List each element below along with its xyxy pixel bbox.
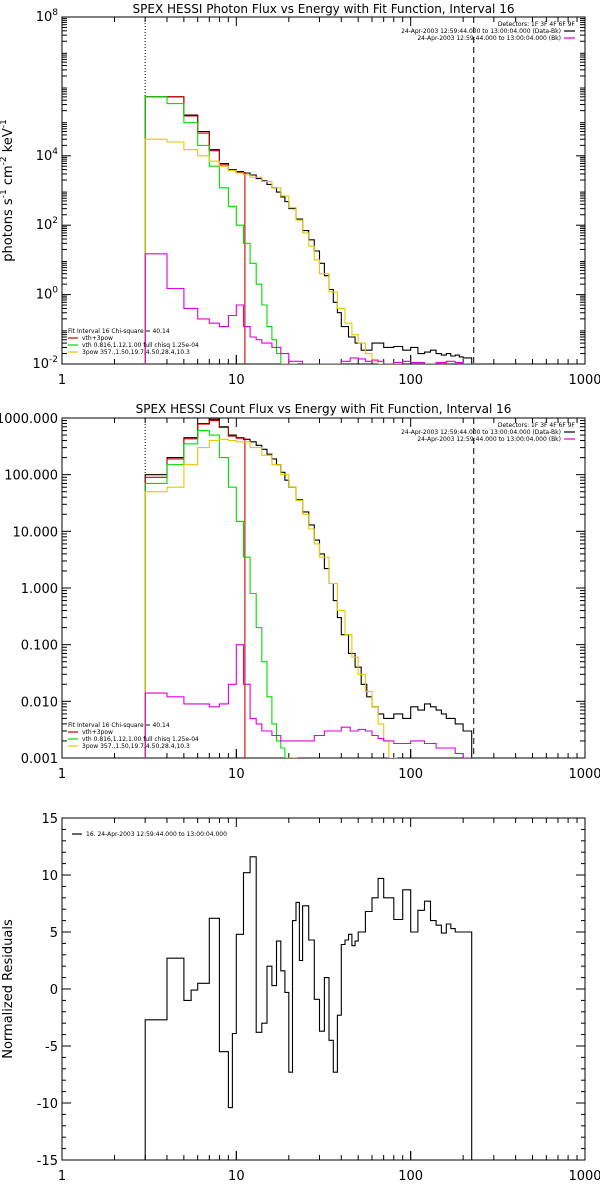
legend-entry-label: 3pow 357.,1.50,19.7,4.50,28.4,10.3 <box>82 349 190 356</box>
legend-header: Fit Interval 16 Chi-square = 40.14 <box>68 722 170 729</box>
y-tick-label: -15 <box>37 1154 58 1169</box>
y-tick-label: 108 <box>36 8 59 25</box>
series-line-5 <box>144 253 472 364</box>
chart-title: SPEX HESSI Count Flux vs Energy with Fit… <box>136 402 512 416</box>
y-tick-label: 100 <box>36 286 59 303</box>
plot-frame <box>61 817 586 1161</box>
series-line-1 <box>144 96 473 364</box>
y-tick-label: 0.100 <box>21 639 58 654</box>
legend-entry-label: 24-Apr-2003 12:59:44.000 to 13:00:04.000… <box>417 35 561 42</box>
legend-entry-label: 16. 24-Apr-2003 12:59:44.000 to 13:00:04… <box>86 831 227 838</box>
legend-left: Fit Interval 16 Chi-square = 40.14vth+3p… <box>68 722 199 750</box>
y-tick-label: -10 <box>37 1097 58 1112</box>
y-tick-label: 10.000 <box>13 525 59 540</box>
series-line-2 <box>144 96 246 364</box>
series-line-2 <box>144 420 246 758</box>
x-tick-label: 1000 <box>568 767 600 782</box>
x-tick-label: 100 <box>398 373 423 388</box>
series-line-1 <box>144 856 473 1160</box>
chart-panel-2: SPEX HESSI Count Flux vs Energy with Fit… <box>0 402 600 782</box>
y-axis-label: photons s-1 cm-2 keV-1 <box>0 119 16 261</box>
x-tick-label: 10 <box>228 1169 245 1184</box>
legend-entry-label: 24-Apr-2003 12:59:44.000 to 13:00:04.000… <box>417 436 561 443</box>
legend-left: Fit Interval 16 Chi-square = 40.14vth+3p… <box>68 328 199 356</box>
y-tick-label: 104 <box>36 147 59 164</box>
y-tick-label: 15 <box>41 812 58 827</box>
y-axis-label: Normalized Residuals <box>1 919 16 1059</box>
legend-entry-label: vth 0.816,1.12,1.00 full chisq 1.25e-04 <box>82 342 199 349</box>
legend-header: Detectors: 1F 3F 4F 6F 9F <box>498 422 576 429</box>
series-line-4 <box>144 438 398 758</box>
chart-panel-3: 1 10 100 1000 -15 -10 -5 0 5 10 15 Normalized Resid… <box>1 812 600 1184</box>
y-tick-label: 5 <box>50 926 58 941</box>
x-tick-label: 10 <box>228 767 245 782</box>
series-line-3 <box>144 430 298 758</box>
x-tick-label: 100 <box>398 767 423 782</box>
series-line-1 <box>144 418 473 758</box>
x-tick-label: 1000 <box>568 1169 600 1184</box>
chart-panel-1: SPEX HESSI Photon Flux vs Energy with Fi… <box>0 2 600 388</box>
legend-entry-label: 3pow 357.,1.50,19.7,4.50,28.4,10.3 <box>82 743 190 750</box>
legend-header: Fit Interval 16 Chi-square = 40.14 <box>68 328 170 335</box>
y-tick-label: 0.010 <box>21 695 58 710</box>
series-line-5 <box>144 644 472 758</box>
plot-frame <box>61 16 586 365</box>
plot-frame <box>61 417 586 759</box>
x-tick-label: 1 <box>58 1169 66 1184</box>
legend-entry-label: 24-Apr-2003 12:59:44.000 to 13:00:04.000… <box>401 28 561 35</box>
legend-entry-label: vth+3pow <box>82 729 113 736</box>
legend-header: Detectors: 1F 3F 4F 6F 9F <box>498 21 576 28</box>
y-tick-label: 0.001 <box>21 752 58 767</box>
x-tick-label: 1000 <box>568 373 600 388</box>
series-line-3 <box>144 96 298 364</box>
x-tick-label: 10 <box>228 373 245 388</box>
x-tick-label: 1 <box>58 373 66 388</box>
y-tick-label: 100.000 <box>4 469 58 484</box>
y-tick-label: 10-2 <box>32 355 58 372</box>
legend-entry-label: vth 0.816,1.12,1.00 full chisq 1.25e-04 <box>82 736 199 743</box>
legend: 16. 24-Apr-2003 12:59:44.000 to 13:00:04… <box>72 831 227 838</box>
series-line-4 <box>144 138 403 364</box>
chart-title: SPEX HESSI Photon Flux vs Energy with Fi… <box>133 2 515 16</box>
y-tick-label: -5 <box>45 1040 58 1055</box>
y-tick-label: 1000.000 <box>0 412 58 427</box>
x-tick-label: 100 <box>398 1169 423 1184</box>
x-tick-label: 1 <box>58 767 66 782</box>
y-tick-label: 10 <box>41 869 58 884</box>
legend-entry-label: vth+3pow <box>82 335 113 342</box>
y-tick-label: 0 <box>50 983 58 998</box>
y-tick-label: 102 <box>36 216 58 233</box>
legend-entry-label: 24-Apr-2003 12:59:44.000 to 13:00:04.000… <box>401 429 561 436</box>
y-tick-label: 1.000 <box>21 582 58 597</box>
